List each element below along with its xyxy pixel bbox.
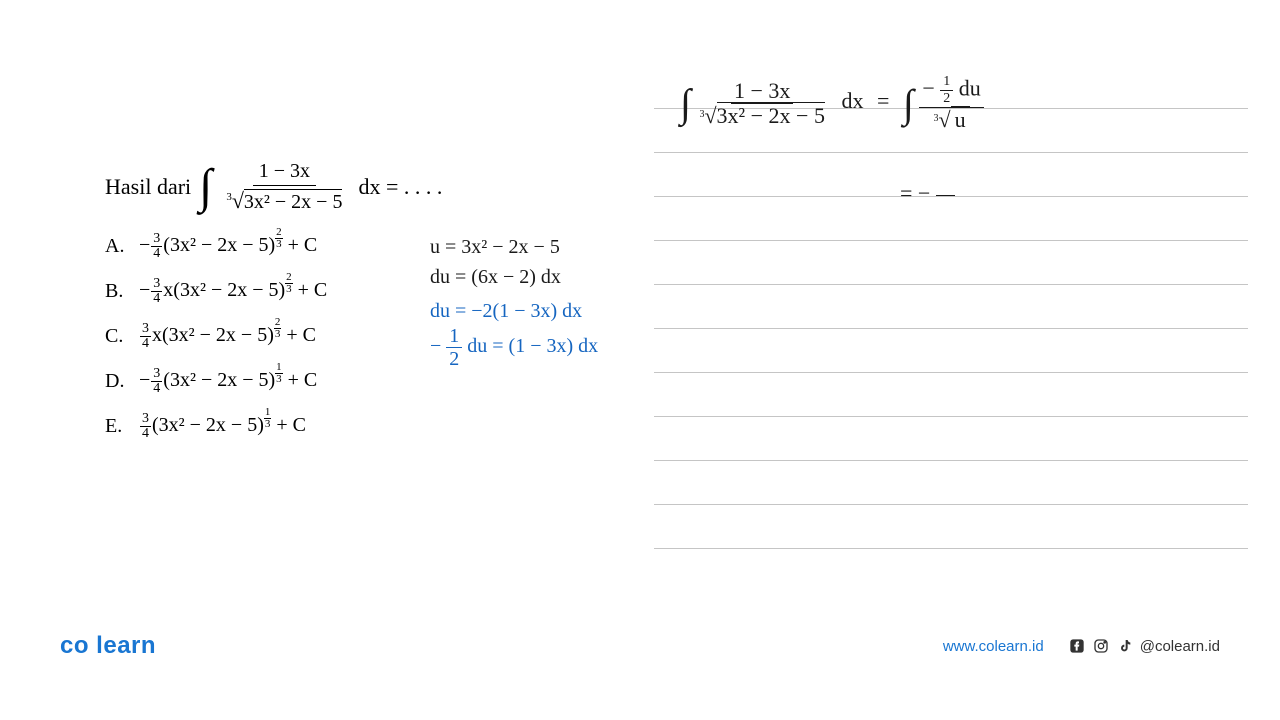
handwriting-integral-step: ∫ 1 − 3x 3√3x² − 2x − 5 dx = ∫ − 12 du 3… bbox=[680, 75, 984, 131]
website-url: www.colearn.id bbox=[943, 638, 1044, 655]
footer-links: www.colearn.id @colearn.id bbox=[943, 637, 1220, 655]
notepad-line bbox=[654, 461, 1248, 505]
instagram-icon bbox=[1092, 637, 1110, 655]
integrand-denominator: 3√3x² − 2x − 5 bbox=[220, 186, 348, 214]
colearn-logo: co learn bbox=[60, 632, 156, 660]
notepad-area bbox=[654, 65, 1248, 595]
tiktok-icon bbox=[1116, 637, 1134, 655]
notepad-line bbox=[654, 285, 1248, 329]
dx-equals: dx = . . . . bbox=[358, 174, 442, 200]
notepad-line bbox=[654, 505, 1248, 549]
question-prompt: Hasil dari ∫ 1 − 3x 3√3x² − 2x − 5 dx = … bbox=[105, 160, 625, 214]
option-e: E. 34(3x² − 2x − 5)13 + C bbox=[105, 412, 625, 441]
integral-expression: ∫ 1 − 3x 3√3x² − 2x − 5 dx = . . . . bbox=[199, 160, 442, 214]
integral-sign-icon: ∫ bbox=[199, 163, 212, 211]
option-d: D. −34(3x² − 2x − 5)13 + C bbox=[105, 367, 625, 396]
notepad-line bbox=[654, 329, 1248, 373]
integrand-numerator: 1 − 3x bbox=[253, 160, 316, 186]
hw-du-solve: − 12 du = (1 − 3x) dx bbox=[430, 326, 598, 369]
handwriting-substitution-blue: du = −2(1 − 3x) dx − 12 du = (1 − 3x) dx bbox=[430, 296, 598, 369]
notepad-line bbox=[654, 417, 1248, 461]
social-handles: @colearn.id bbox=[1068, 637, 1220, 655]
prompt-text: Hasil dari bbox=[105, 174, 191, 200]
footer: co learn www.colearn.id @colearn.id bbox=[0, 632, 1280, 660]
notepad-line bbox=[654, 241, 1248, 285]
hw-u-definition: u = 3x² − 2x − 5 bbox=[430, 232, 561, 262]
handwriting-result-partial: = − bbox=[900, 176, 955, 215]
facebook-icon bbox=[1068, 637, 1086, 655]
notepad-line bbox=[654, 373, 1248, 417]
integrand-fraction: 1 − 3x 3√3x² − 2x − 5 bbox=[220, 160, 348, 214]
hw-du-definition: du = (6x − 2) dx bbox=[430, 262, 561, 292]
social-handle-text: @colearn.id bbox=[1140, 638, 1220, 655]
hw-du-rewrite: du = −2(1 − 3x) dx bbox=[430, 296, 598, 326]
handwriting-substitution-black: u = 3x² − 2x − 5 du = (6x − 2) dx bbox=[430, 232, 561, 292]
